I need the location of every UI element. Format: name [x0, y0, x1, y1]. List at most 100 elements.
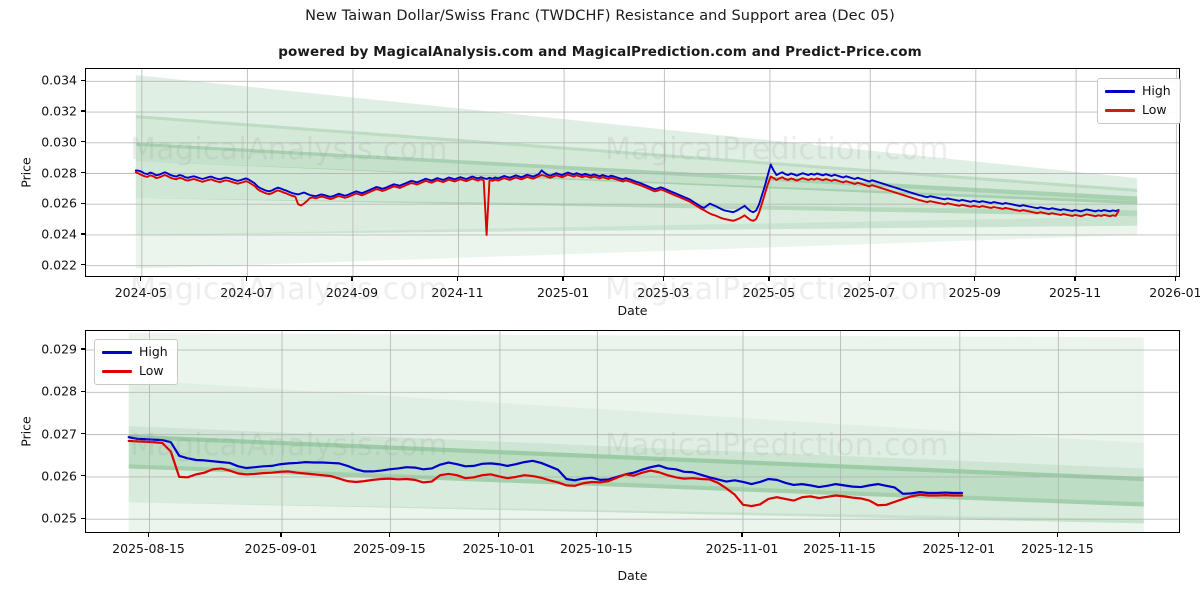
legend-item-low-detail[interactable]: Low [102, 364, 168, 379]
y-tick-mark [81, 141, 85, 143]
y-tick-label: 0.027 [41, 426, 77, 442]
x-tick-mark [388, 533, 390, 537]
x-tick-mark [974, 277, 976, 281]
high-line-swatch-icon [1105, 90, 1135, 93]
legend-item-high[interactable]: High [1105, 84, 1171, 99]
x-tick-label: 2024-05 [114, 285, 167, 300]
y-tick-label: 0.024 [41, 226, 77, 242]
detail-chart-panel [85, 330, 1180, 533]
overview-y-axis-label: Price [18, 157, 34, 188]
band-mid-upper [128, 379, 1144, 469]
y-tick-mark [81, 517, 85, 519]
y-tick-mark [81, 233, 85, 235]
support-resistance-bands [135, 75, 1138, 269]
band-outer-upper [135, 75, 1138, 192]
x-tick-mark [147, 533, 150, 537]
y-tick-mark [81, 348, 85, 350]
support-resistance-bands [128, 333, 1144, 532]
y-tick-label: 0.026 [41, 468, 77, 484]
y-tick-mark [81, 475, 85, 477]
band-outer-upper [128, 333, 1144, 444]
detail-x-axis-label: Date [617, 568, 648, 583]
x-tick-mark [498, 533, 500, 537]
band-outer-lower [135, 216, 1138, 269]
overview-plot-svg [86, 69, 1179, 276]
x-tick-mark [1174, 277, 1176, 281]
series-line-low [134, 171, 1120, 236]
y-tick-mark [81, 390, 85, 392]
x-tick-label: 2025-07 [843, 285, 896, 300]
x-tick-label: 2025-11-01 [705, 541, 779, 556]
x-tick-mark [662, 277, 664, 281]
y-tick-label: 0.026 [41, 195, 77, 211]
x-tick-mark [768, 277, 770, 281]
x-tick-mark [1074, 277, 1076, 281]
detail-y-axis-label: Price [18, 416, 34, 447]
x-tick-mark [1056, 533, 1058, 537]
x-tick-label: 2025-08-15 [112, 541, 185, 556]
legend-item-low[interactable]: Low [1105, 103, 1171, 118]
series-line-low [127, 439, 964, 508]
overview-x-axis-label: Date [617, 303, 648, 318]
y-tick-label: 0.034 [41, 72, 77, 88]
x-tick-label: 2024-09 [325, 285, 379, 300]
x-tick-label: 2025-01 [536, 285, 590, 300]
overview-chart-panel [85, 68, 1180, 277]
legend-label-high-detail: High [139, 344, 168, 360]
y-tick-mark [81, 171, 85, 174]
x-tick-label: 2026-01 [1149, 285, 1200, 300]
x-tick-label: 2025-09 [948, 285, 1001, 300]
detail-plot-area [85, 330, 1180, 533]
gridlines [86, 69, 1179, 276]
overview-plot-area [85, 68, 1180, 277]
band-core-lower [135, 198, 1138, 235]
band-core-mid [128, 434, 1144, 507]
legend-item-high-detail[interactable]: High [102, 345, 168, 360]
y-tick-label: 0.028 [41, 165, 77, 180]
x-tick-label: 2025-03 [637, 285, 690, 300]
y-tick-mark [81, 264, 85, 266]
x-tick-label: 2025-11-15 [803, 541, 876, 556]
x-tick-mark [741, 533, 743, 537]
x-tick-mark [456, 277, 459, 281]
y-tick-label: 0.025 [41, 510, 77, 526]
band-mid-upper [135, 115, 1138, 202]
x-tick-label: 2025-10-01 [462, 541, 536, 556]
x-tick-mark [280, 533, 282, 537]
low-line-swatch-icon [1105, 109, 1135, 112]
watermark-text: MagicalAnalysis.com [130, 272, 448, 307]
overview-legend: High Low [1097, 78, 1181, 124]
x-tick-label: 2024-11 [431, 285, 484, 300]
y-tick-mark [81, 110, 85, 112]
y-tick-mark [81, 79, 85, 81]
x-tick-mark [958, 533, 960, 537]
y-tick-label: 0.032 [41, 103, 77, 119]
x-tick-mark [838, 533, 841, 537]
x-tick-label: 2025-12-01 [922, 541, 996, 556]
series-line-high [127, 436, 964, 495]
y-tick-mark [81, 433, 85, 435]
legend-label-low: Low [1142, 102, 1167, 118]
x-tick-label: 2025-05 [742, 285, 796, 300]
x-tick-mark [140, 277, 142, 281]
x-tick-label: 2025-09-15 [353, 541, 426, 556]
page-title: New Taiwan Dollar/Swiss Franc (TWDCHF) R… [305, 8, 895, 24]
x-tick-mark [562, 277, 564, 281]
x-tick-label: 2025-11 [1048, 285, 1102, 300]
y-tick-label: 0.029 [41, 341, 77, 357]
x-tick-mark [868, 277, 870, 281]
page-subtitle: powered by MagicalAnalysis.com and Magic… [278, 44, 922, 60]
x-tick-mark [351, 277, 353, 281]
y-tick-label: 0.022 [41, 257, 77, 273]
high-line-swatch-icon [102, 351, 132, 354]
legend-label-low-detail: Low [139, 363, 164, 379]
y-tick-mark [81, 202, 85, 204]
x-tick-label: 2024-07 [220, 285, 273, 300]
band-core-upper [128, 426, 1144, 482]
x-tick-mark [595, 533, 597, 537]
detail-legend: High Low [94, 339, 178, 385]
legend-label-high: High [1142, 83, 1171, 99]
x-tick-label: 2025-12-15 [1021, 541, 1094, 556]
detail-plot-svg [86, 331, 1179, 532]
